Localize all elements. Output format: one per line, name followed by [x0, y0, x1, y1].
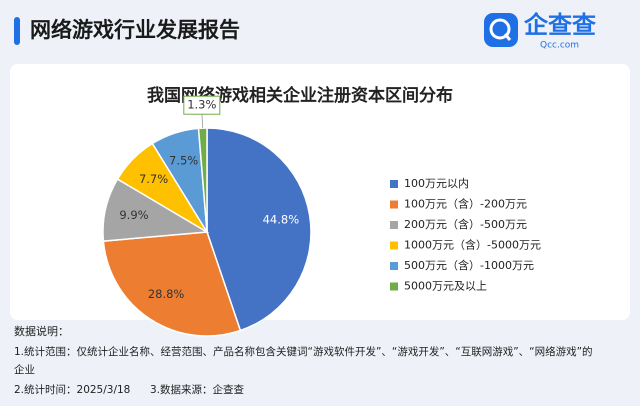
report-title: 网络游戏行业发展报告: [30, 18, 240, 42]
legend-swatch: [390, 221, 398, 229]
logo-text: 企查查: [524, 11, 596, 39]
legend-swatch: [390, 200, 398, 209]
chart-title: 我国网络游戏相关企业注册资本区间分布: [147, 85, 453, 106]
leader-line: [201, 113, 204, 129]
data-label: 44.8%: [263, 212, 300, 226]
pie-slice: [206, 127, 312, 332]
logo-icon: [484, 13, 518, 47]
legend-swatch: [390, 241, 398, 250]
legend-label: 500万元（含）-1000万元: [404, 258, 534, 272]
label-box: [183, 95, 221, 115]
logo-q-tail: [503, 33, 512, 41]
notes-title: 数据说明：: [14, 324, 69, 338]
note: 3.数据来源：企查查: [150, 383, 245, 396]
data-label: 28.8%: [148, 287, 185, 301]
data-label: 7.5%: [169, 153, 198, 167]
data-label: 7.7%: [139, 172, 168, 186]
legend-swatch: [390, 180, 398, 188]
legend-swatch: [390, 262, 398, 270]
logo-sub: Qcc.com: [540, 41, 579, 51]
legend-label: 200万元（含）-500万元: [404, 217, 527, 231]
note: 企业: [14, 363, 35, 376]
data-label: 1.3%: [187, 98, 216, 112]
title-bar: [14, 17, 20, 45]
logo-q: [489, 18, 511, 40]
legend-label: 100万元（含）-200万元: [404, 197, 527, 211]
pie-slice: [197, 127, 208, 233]
legend-label: 100万元以内: [404, 176, 469, 190]
note: 1.统计范围：仅统计企业名称、经营范围、产品名称包含关键词“游戏软件开发”、“游…: [14, 345, 593, 358]
pie-slice: [102, 231, 242, 337]
legend-swatch: [390, 282, 398, 291]
note: 2.统计时间：2025/3/18: [14, 383, 130, 396]
data-label: 9.9%: [119, 208, 148, 222]
legend-label: 1000万元（含）-5000万元: [404, 238, 541, 252]
legend-label: 5000万元及以上: [404, 280, 487, 293]
pie-chart: 44.8% 28.8% 9.9% 7.7%7.5% 1.3% 100万元以内 100万元（含…: [102, 95, 541, 337]
